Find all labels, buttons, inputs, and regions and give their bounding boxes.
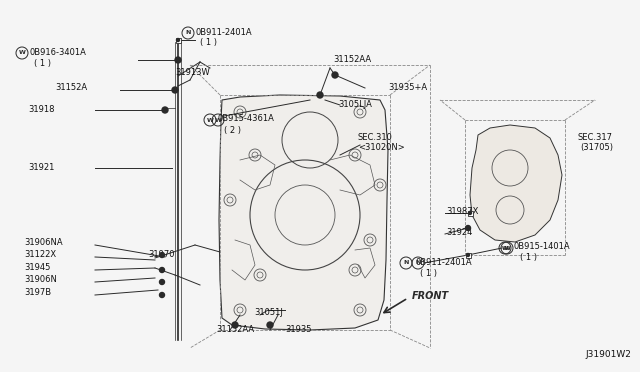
- PathPatch shape: [219, 95, 388, 330]
- Text: W: W: [214, 118, 221, 122]
- Text: (31705): (31705): [580, 143, 613, 152]
- Text: ( 1 ): ( 1 ): [34, 59, 51, 68]
- Text: ( 2 ): ( 2 ): [224, 126, 241, 135]
- Text: 3197B: 3197B: [24, 288, 51, 297]
- Text: N: N: [186, 31, 191, 35]
- Circle shape: [159, 253, 164, 257]
- Text: W: W: [502, 246, 508, 250]
- Bar: [175, 38, 180, 42]
- Text: J31901W2: J31901W2: [585, 350, 631, 359]
- Circle shape: [317, 92, 323, 98]
- Circle shape: [232, 322, 238, 328]
- Text: 0B911-2401A: 0B911-2401A: [415, 258, 472, 267]
- Text: SEC.317: SEC.317: [578, 133, 613, 142]
- Text: 0B915-1401A: 0B915-1401A: [514, 242, 571, 251]
- Text: 31945: 31945: [24, 263, 51, 272]
- Text: <31020N>: <31020N>: [358, 143, 404, 152]
- Text: 31906NA: 31906NA: [24, 238, 63, 247]
- Circle shape: [172, 87, 178, 93]
- Text: 3105LJA: 3105LJA: [338, 100, 372, 109]
- Text: 31918: 31918: [28, 105, 54, 114]
- Text: 0B911-2401A: 0B911-2401A: [196, 28, 253, 37]
- Text: 31152AA: 31152AA: [216, 325, 254, 334]
- Circle shape: [267, 322, 273, 328]
- Text: SEC.310: SEC.310: [358, 133, 393, 142]
- Text: ( 1 ): ( 1 ): [200, 38, 217, 47]
- Circle shape: [468, 212, 472, 215]
- PathPatch shape: [470, 125, 562, 242]
- Circle shape: [467, 253, 470, 257]
- Circle shape: [175, 57, 181, 63]
- Text: 31122X: 31122X: [24, 250, 56, 259]
- Text: 31913W: 31913W: [175, 68, 210, 77]
- Circle shape: [159, 292, 164, 298]
- Circle shape: [465, 225, 470, 231]
- Text: 31924: 31924: [446, 228, 472, 237]
- Bar: [465, 253, 470, 257]
- Text: W: W: [207, 118, 213, 122]
- Text: 31152AA: 31152AA: [333, 55, 371, 64]
- Text: N: N: [415, 260, 420, 266]
- Text: 31921: 31921: [28, 163, 54, 172]
- Circle shape: [177, 38, 179, 42]
- Text: 31987X: 31987X: [446, 207, 478, 216]
- Circle shape: [332, 72, 338, 78]
- Circle shape: [159, 267, 164, 273]
- Text: ( 1 ): ( 1 ): [420, 269, 437, 278]
- Text: 31906N: 31906N: [24, 275, 57, 284]
- Circle shape: [159, 279, 164, 285]
- Text: 31152A: 31152A: [55, 83, 87, 92]
- Text: ( 1 ): ( 1 ): [520, 253, 537, 262]
- Text: 0B916-3401A: 0B916-3401A: [30, 48, 87, 57]
- Text: 31051J: 31051J: [254, 308, 283, 317]
- Text: 31935+A: 31935+A: [388, 83, 427, 92]
- Bar: [467, 211, 472, 215]
- Text: W: W: [504, 246, 511, 250]
- Text: W: W: [19, 51, 26, 55]
- Circle shape: [162, 107, 168, 113]
- Text: FRONT: FRONT: [412, 291, 449, 301]
- Text: 31970: 31970: [148, 250, 175, 259]
- Text: 31935: 31935: [285, 325, 312, 334]
- Text: 0B915-4361A: 0B915-4361A: [218, 114, 275, 123]
- Text: N: N: [403, 260, 409, 266]
